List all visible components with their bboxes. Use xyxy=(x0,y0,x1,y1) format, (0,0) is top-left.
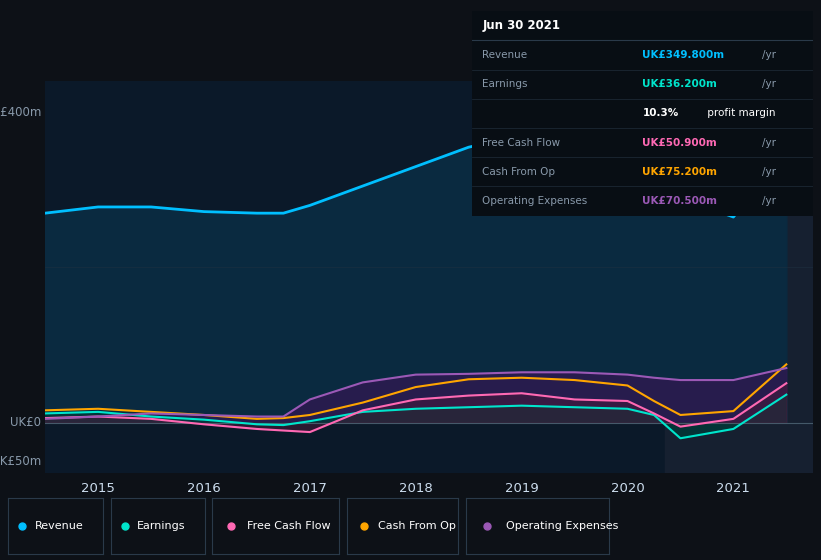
Text: /yr: /yr xyxy=(762,50,776,60)
Text: UK£50.900m: UK£50.900m xyxy=(643,138,718,148)
Text: Jun 30 2021: Jun 30 2021 xyxy=(482,19,560,32)
Text: UK£36.200m: UK£36.200m xyxy=(643,79,718,89)
Text: Cash From Op: Cash From Op xyxy=(378,521,456,531)
Text: profit margin: profit margin xyxy=(704,109,775,118)
Text: UK£70.500m: UK£70.500m xyxy=(643,196,718,206)
Text: Earnings: Earnings xyxy=(137,521,186,531)
Bar xyxy=(664,81,813,473)
Text: Cash From Op: Cash From Op xyxy=(482,167,555,177)
Text: /yr: /yr xyxy=(762,79,776,89)
Text: UK£0: UK£0 xyxy=(11,416,41,430)
Text: Free Cash Flow: Free Cash Flow xyxy=(247,521,331,531)
Text: Free Cash Flow: Free Cash Flow xyxy=(482,138,561,148)
Text: -UK£50m: -UK£50m xyxy=(0,455,41,468)
Text: Revenue: Revenue xyxy=(482,50,527,60)
Text: 10.3%: 10.3% xyxy=(643,109,679,118)
Text: UK£349.800m: UK£349.800m xyxy=(643,50,725,60)
Text: Revenue: Revenue xyxy=(34,521,84,531)
Text: /yr: /yr xyxy=(762,196,776,206)
Text: UK£400m: UK£400m xyxy=(0,106,41,119)
Text: /yr: /yr xyxy=(762,167,776,177)
Text: /yr: /yr xyxy=(762,138,776,148)
Text: UK£75.200m: UK£75.200m xyxy=(643,167,718,177)
Text: Operating Expenses: Operating Expenses xyxy=(482,196,588,206)
Text: Operating Expenses: Operating Expenses xyxy=(506,521,618,531)
Text: Earnings: Earnings xyxy=(482,79,528,89)
